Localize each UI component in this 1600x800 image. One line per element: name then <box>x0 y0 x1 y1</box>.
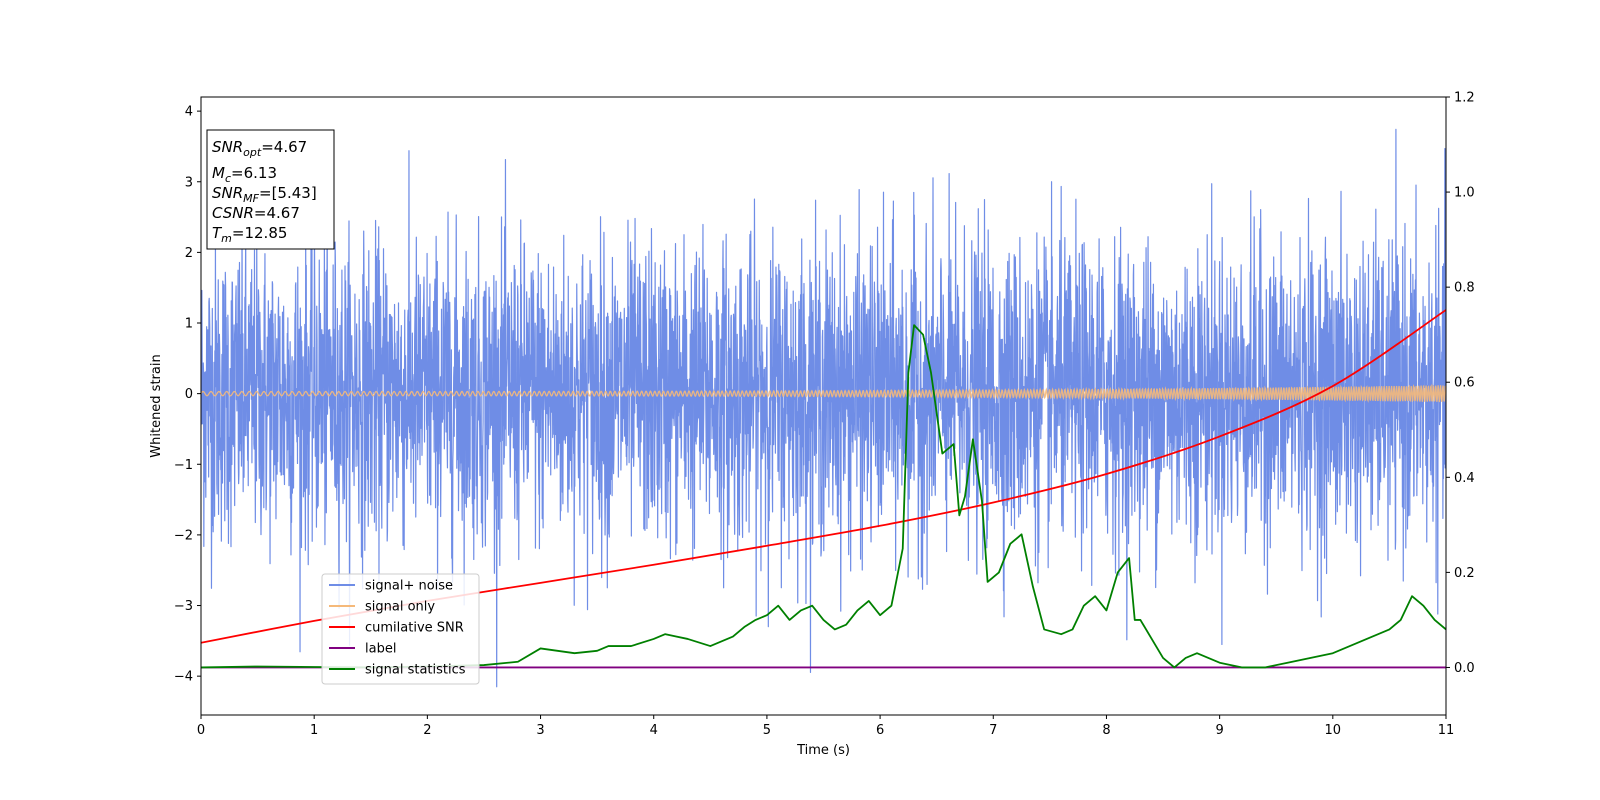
stats-snr-mf: SNRMF=[5.43] <box>212 184 317 205</box>
y-right-tick-label: 0.6 <box>1454 376 1475 391</box>
legend-label-cumilative-snr: cumilative SNR <box>365 621 464 636</box>
stats-mc-value: =6.13 <box>231 164 277 182</box>
y-right-tick-label: 0.4 <box>1454 471 1475 486</box>
y-left-tick-label: −4 <box>174 670 193 685</box>
y-left-tick-label: −3 <box>174 599 193 614</box>
x-tick-label: 4 <box>650 723 658 738</box>
y-right-tick-label: 0.2 <box>1454 566 1475 581</box>
stats-mc-base: M <box>212 164 225 182</box>
x-tick-label: 10 <box>1325 723 1342 738</box>
stats-snr-mf-sub: MF <box>243 192 259 205</box>
y-right-tick-label: 0.0 <box>1454 661 1475 676</box>
stats-mc: Mc=6.13 <box>212 164 277 185</box>
stats-box-frame <box>206 129 335 250</box>
stats-snr-opt: SNRopt=4.67 <box>212 138 307 159</box>
stats-snr-mf-base: SNR <box>212 184 243 202</box>
x-tick-label: 3 <box>536 723 544 738</box>
legend-label-signal-only: signal only <box>365 600 435 615</box>
legend-label-label: label <box>365 642 396 657</box>
y-left-tick-label: 4 <box>185 105 193 120</box>
x-tick-label: 9 <box>1215 723 1223 738</box>
x-tick-label: 1 <box>310 723 318 738</box>
y-right-tick-label: 0.8 <box>1454 281 1475 296</box>
stats-box: SNRopt=4.67 Mc=6.13 SNRMF=[5.43] CSNR=4.… <box>206 129 335 250</box>
x-tick-label: 8 <box>1102 723 1110 738</box>
y-axis-title: Whitened strain <box>149 354 164 457</box>
stats-csnr-value: =4.67 <box>254 204 300 222</box>
x-tick-label: 6 <box>876 723 884 738</box>
stats-snr-opt-value: =4.67 <box>261 138 307 156</box>
legend: signal+ noise signal only cumilative SNR la… <box>321 573 480 685</box>
stats-tm-base: T <box>212 224 223 242</box>
legend-label-signal-noise: signal+ noise <box>365 579 453 594</box>
y-left-tick-label: 2 <box>185 246 193 261</box>
series-line-signal-statistics <box>201 324 1446 669</box>
x-tick-label: 11 <box>1438 723 1455 738</box>
y-left-tick-label: −1 <box>174 458 193 473</box>
ticks-layer: 0 1 2 3 4 5 6 7 8 9 10 11 −4 −3 −2 −1 0 1 2 3 4 0.0 0.2 0.4 0.6 0… <box>174 91 1475 739</box>
plot-frame <box>200 96 1447 716</box>
y-left-tick-label: 0 <box>185 387 193 402</box>
series-line-signal-only <box>201 384 1446 403</box>
x-tick-label: 0 <box>197 723 205 738</box>
x-tick-label: 7 <box>989 723 997 738</box>
y-left-tick-label: −2 <box>174 528 193 543</box>
legend-label-signal-statistics: signal statistics <box>365 663 466 678</box>
legend-items: signal+ noise signal only cumilative SNR la… <box>329 579 466 678</box>
x-axis-title: Time (s) <box>796 743 850 758</box>
x-tick-label: 2 <box>423 723 431 738</box>
y-right-tick-label: 1.0 <box>1454 186 1475 201</box>
stats-csnr: CSNR=4.67 <box>212 204 300 222</box>
stats-snr-opt-sub: opt <box>243 146 262 159</box>
x-tick-label: 5 <box>763 723 771 738</box>
y-right-tick-label: 1.2 <box>1454 91 1475 106</box>
legend-frame <box>321 573 480 685</box>
stats-tm: Tm=12.85 <box>212 224 287 245</box>
stats-tm-sub: m <box>221 232 232 245</box>
stats-tm-value: =12.85 <box>232 224 288 242</box>
y-left-tick-label: 1 <box>185 317 193 332</box>
stats-snr-opt-base: SNR <box>212 138 243 156</box>
stats-snr-mf-value: =[5.43] <box>259 184 317 202</box>
stats-mc-sub: c <box>225 172 231 185</box>
stats-csnr-base: CSNR <box>212 204 254 222</box>
y-left-tick-label: 3 <box>185 175 193 190</box>
